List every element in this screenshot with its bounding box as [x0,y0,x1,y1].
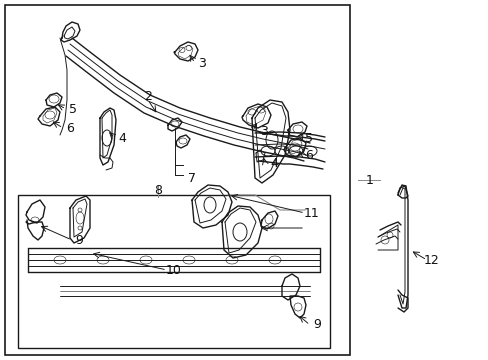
Bar [5,5,349,355]
Text: 1: 1 [366,174,373,186]
Text: 3: 3 [260,125,267,138]
Text: 5: 5 [69,103,77,116]
Text: 4: 4 [269,157,277,170]
Text: 3: 3 [198,57,205,69]
Text: 6: 6 [66,122,74,135]
Bar [18,195,329,348]
Text: 5: 5 [305,131,312,144]
Text: 9: 9 [312,319,320,332]
Text: 12: 12 [423,253,439,266]
Text: 10: 10 [166,264,182,276]
Text: 8: 8 [154,184,162,197]
Text: 7: 7 [187,171,196,185]
Text: 6: 6 [305,149,312,162]
Text: 2: 2 [144,90,152,103]
Text: 11: 11 [304,207,319,220]
Text: 9: 9 [75,234,83,247]
Text: 4: 4 [118,131,126,144]
